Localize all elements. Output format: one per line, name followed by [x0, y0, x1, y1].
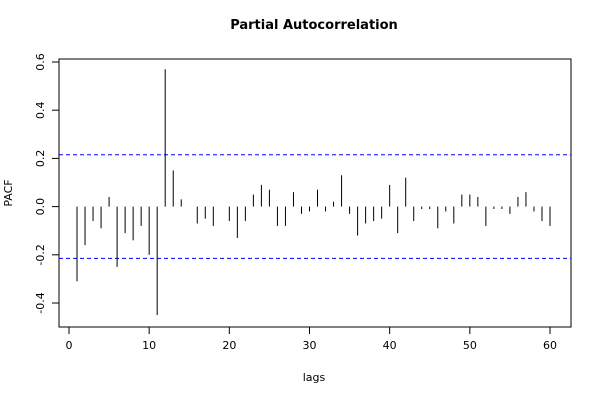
x-tick-label-40: 40 [383, 339, 397, 352]
y-tick-label-1: -0.2 [34, 244, 47, 265]
pacf-spikes [76, 69, 551, 316]
plot-frame [58, 58, 572, 328]
confidence-bounds [59, 154, 571, 259]
x-axis-label: lags [303, 371, 326, 384]
y-tick-label-4: 0.4 [34, 101, 47, 119]
x-tick-label-20: 20 [222, 339, 236, 352]
x-axis: 0 10 20 30 40 50 60 [66, 326, 557, 352]
y-tick-label-2: 0.0 [34, 198, 47, 216]
y-tick-label-3: 0.2 [34, 150, 47, 168]
y-tick-label-5: 0.6 [34, 53, 47, 71]
x-tick-label-50: 50 [463, 339, 477, 352]
x-tick-label-30: 30 [303, 339, 317, 352]
y-tick-label-0: -0.4 [34, 292, 47, 313]
y-axis-label: PACF [2, 179, 15, 206]
x-tick-label-60: 60 [543, 339, 557, 352]
y-axis: -0.4 -0.2 0.0 0.2 0.4 0.6 [34, 53, 60, 314]
x-tick-label-0: 0 [66, 339, 73, 352]
chart-title: Partial Autocorrelation [230, 18, 398, 33]
x-tick-label-10: 10 [142, 339, 156, 352]
